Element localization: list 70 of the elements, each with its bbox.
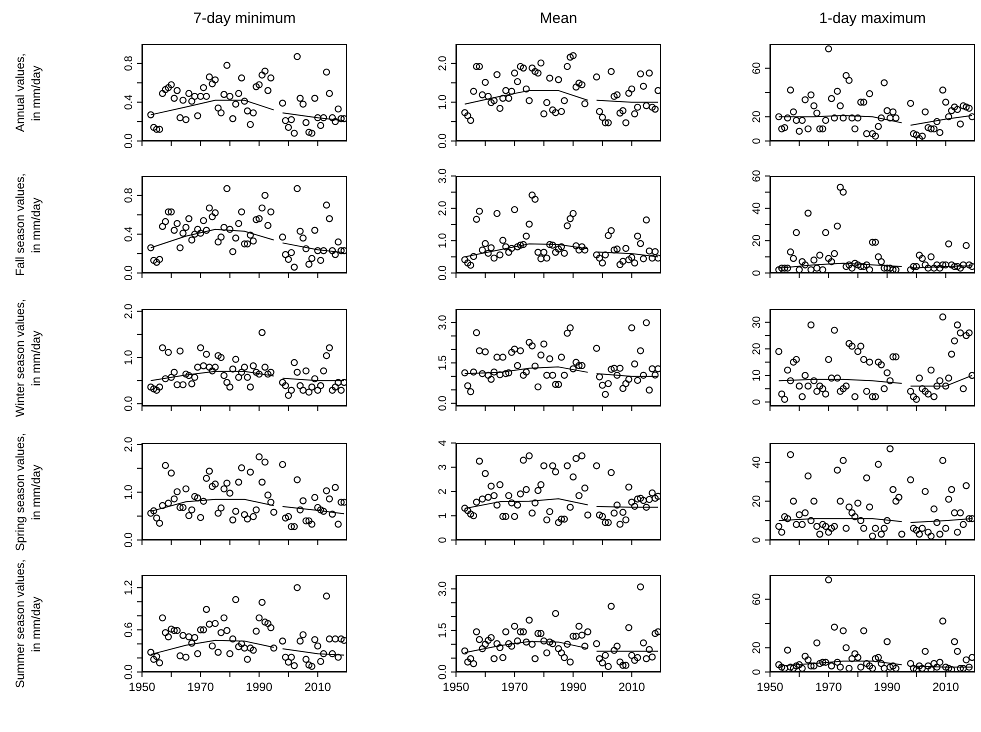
y-tick-label: 1.0 [437,233,449,248]
y-tick-label: 20 [751,642,763,654]
y-tick-label: 0.8 [123,188,135,204]
y-tick-label: 60 [751,593,763,606]
x-tick-label: 2010 [932,680,960,694]
y-tick-label: 0.4 [123,94,135,110]
x-tick-label: 1990 [560,680,587,694]
y-tick-label: 1.0 [437,94,449,110]
x-tick-label: 1990 [246,680,273,694]
y-tick-label: 0 [751,398,763,406]
y-tick-label: 20 [751,234,763,247]
y-tick-label: 0 [751,668,763,676]
x-tick-label: 1990 [874,680,901,694]
y-tick-label: 40 [751,202,763,214]
y-axis-title: Summer season values, in mm/day [12,558,44,690]
y-tick-label: 0.0 [437,133,449,149]
y-tick-label: 0.0 [123,265,135,281]
y-tick-label: 60 [751,62,763,74]
x-tick-label: 2010 [304,680,332,694]
y-axis-title: Winter season values, in mm/day [12,297,44,419]
y-tick-label: 60 [751,170,763,182]
y-axis-title: Annual values, in mm/day [12,52,44,134]
y-tick-label: 20 [751,342,763,355]
y-tick-label: 0.0 [437,396,449,411]
y-tick-label: 1.0 [123,350,135,366]
chart-title: 7-day minimum [192,10,297,27]
y-tick-label: 0.0 [123,133,135,149]
y-tick-label: 0 [751,270,763,276]
y-tick-label: 1.5 [437,355,449,371]
y-tick-label: 1.2 [123,580,135,596]
y-tick-label: 0.0 [437,664,449,680]
y-tick-label: 3.0 [437,168,449,184]
y-tick-label: 2.0 [437,56,449,72]
y-tick-label: 20 [751,110,763,123]
y-tick-label: 2 [437,488,449,495]
y-tick-label: 3.0 [437,314,449,330]
y-tick-label: 0 [437,536,449,544]
y-axis-title: Spring season values, in mm/day [12,431,44,553]
x-tick-label: 2010 [618,680,646,694]
chart-title: 1-day maximum [818,10,927,27]
y-tick-label: 0.0 [123,396,135,412]
y-tick-label: 0 [751,536,763,544]
y-tick-label: 1.5 [437,622,449,638]
y-tick-label: 2.0 [123,304,135,319]
x-tick-label: 1970 [815,680,842,694]
y-tick-label: 0.6 [123,622,135,638]
y-tick-label: 1.0 [123,484,135,500]
y-tick-label: 30 [751,316,763,328]
y-tick-label: 4 [437,440,449,446]
y-tick-label: 3.0 [437,581,449,597]
y-tick-label: 0.8 [123,56,135,72]
y-tick-label: 40 [751,456,763,469]
x-tick-label: 1950 [128,680,156,694]
y-tick-label: 0 [751,138,763,144]
y-tick-label: 2.0 [437,200,449,216]
y-tick-label: 3 [437,464,449,470]
y-axis-title: Fall season values, in mm/day [12,172,44,278]
y-tick-label: 10 [751,369,763,382]
x-tick-label: 1950 [756,680,784,694]
y-tick-label: 0.0 [123,532,135,548]
y-tick-label: 0.0 [437,265,449,281]
x-tick-label: 1970 [501,680,528,694]
chart-title: Mean [538,10,578,27]
x-tick-label: 1970 [187,680,214,694]
x-tick-label: 1950 [442,680,470,694]
y-tick-label: 0.4 [123,226,135,242]
y-tick-label: 2.0 [123,436,135,452]
y-tick-label: 0.0 [123,664,135,680]
y-tick-label: 20 [751,495,763,508]
y-tick-label: 1 [437,512,449,519]
